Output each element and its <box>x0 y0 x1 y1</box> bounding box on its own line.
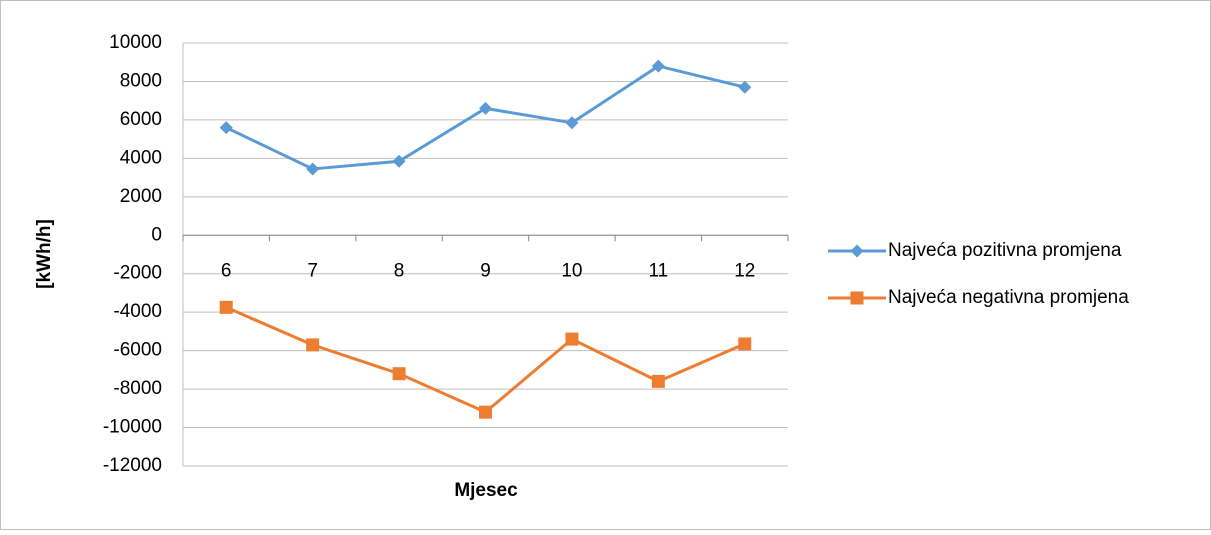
data-point <box>651 59 665 73</box>
data-point <box>565 116 579 130</box>
data-point <box>651 374 665 388</box>
data-point <box>565 332 579 346</box>
data-point <box>306 338 320 352</box>
x-tick-label: 10 <box>561 260 582 281</box>
data-point <box>306 162 320 176</box>
x-axis-label: Mjesec <box>454 480 518 501</box>
y-tick-label: 6000 <box>120 109 162 130</box>
x-tick-label: 8 <box>394 260 405 281</box>
y-tick-label: -6000 <box>113 340 162 361</box>
data-point <box>738 337 752 351</box>
x-tick-label: 9 <box>480 260 491 281</box>
y-tick-label: 4000 <box>120 147 162 168</box>
x-tick-label: 7 <box>307 260 318 281</box>
y-tick-label: -8000 <box>113 378 162 399</box>
y-tick-label: 0 <box>151 224 162 245</box>
y-tick-label: -12000 <box>103 455 162 476</box>
x-tick-label: 6 <box>221 260 232 281</box>
legend-marker <box>850 244 864 258</box>
data-point <box>392 154 406 168</box>
y-axis-label: [kWh/h] <box>34 219 55 289</box>
y-tick-label: 2000 <box>120 186 162 207</box>
legend-marker <box>850 291 864 305</box>
data-point <box>738 80 752 94</box>
x-tick-label: 11 <box>648 260 668 281</box>
y-tick-label: 10000 <box>109 32 162 53</box>
data-point <box>392 367 406 381</box>
x-tick-label: 12 <box>734 260 755 281</box>
legend-label: Najveća pozitivna promjena <box>888 240 1122 261</box>
data-point <box>479 101 492 115</box>
legend-label: Najveća negativna promjena <box>888 287 1129 308</box>
data-point <box>479 405 492 419</box>
y-tick-label: -2000 <box>113 263 162 284</box>
y-tick-label: 8000 <box>120 70 162 91</box>
y-tick-label: -10000 <box>103 417 162 438</box>
y-tick-label: -4000 <box>113 301 162 322</box>
data-point <box>219 300 233 314</box>
data-point <box>219 121 233 135</box>
